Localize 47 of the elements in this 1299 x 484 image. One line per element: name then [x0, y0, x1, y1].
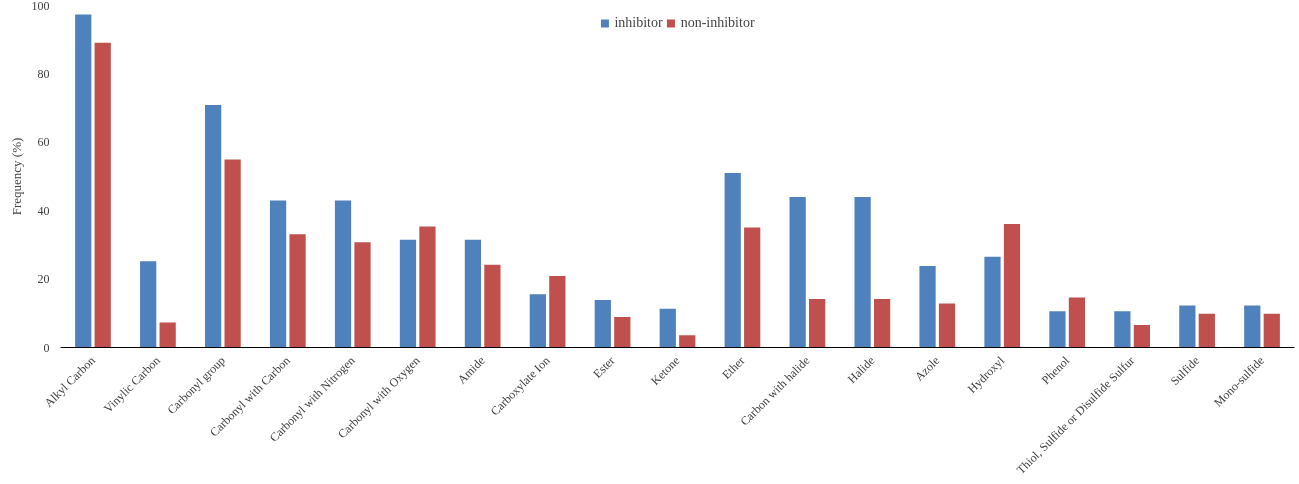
- bar: [1049, 311, 1066, 348]
- bar: [984, 256, 1001, 348]
- bar: [938, 303, 956, 348]
- y-tick-label: 100: [31, 0, 50, 13]
- bar: [614, 317, 631, 348]
- bar: [529, 294, 546, 348]
- bar: [75, 14, 92, 348]
- bar: [1198, 313, 1215, 348]
- y-tick-label: 60: [37, 135, 50, 150]
- bar: [659, 308, 676, 348]
- bar: [549, 276, 566, 348]
- bar: [1068, 297, 1086, 348]
- bar: [809, 298, 826, 348]
- y-tick-label: 80: [37, 66, 50, 81]
- bar: [399, 239, 417, 348]
- bar: [205, 105, 222, 348]
- bar: [419, 226, 436, 348]
- y-tick-label: 40: [37, 203, 50, 218]
- bar: [724, 173, 741, 348]
- bar: [159, 322, 176, 348]
- bar: [140, 261, 157, 348]
- bar: [1263, 313, 1280, 348]
- bar: [94, 42, 111, 348]
- y-axis-title: Frequency (%): [8, 137, 24, 216]
- legend-label: inhibitor: [614, 15, 663, 31]
- bar: [334, 200, 352, 348]
- bar: [1003, 224, 1021, 348]
- bar: [1179, 305, 1196, 348]
- bar: [789, 197, 806, 348]
- bar: [594, 299, 611, 348]
- bar: [919, 266, 936, 348]
- bar: [854, 197, 871, 348]
- bar: [354, 242, 371, 348]
- bar: [464, 239, 482, 348]
- bar: [744, 227, 761, 348]
- y-tick-label: 0: [43, 340, 50, 355]
- bar: [1114, 311, 1131, 348]
- bar: [1244, 305, 1261, 348]
- bar: [1133, 324, 1150, 348]
- bar: [679, 335, 696, 348]
- y-tick-label: 20: [37, 272, 50, 287]
- legend-label: non-inhibitor: [680, 15, 755, 31]
- bar: [289, 234, 306, 348]
- bar: [873, 298, 891, 348]
- bar: [484, 264, 501, 348]
- bar: [269, 200, 287, 348]
- bar: [224, 159, 241, 348]
